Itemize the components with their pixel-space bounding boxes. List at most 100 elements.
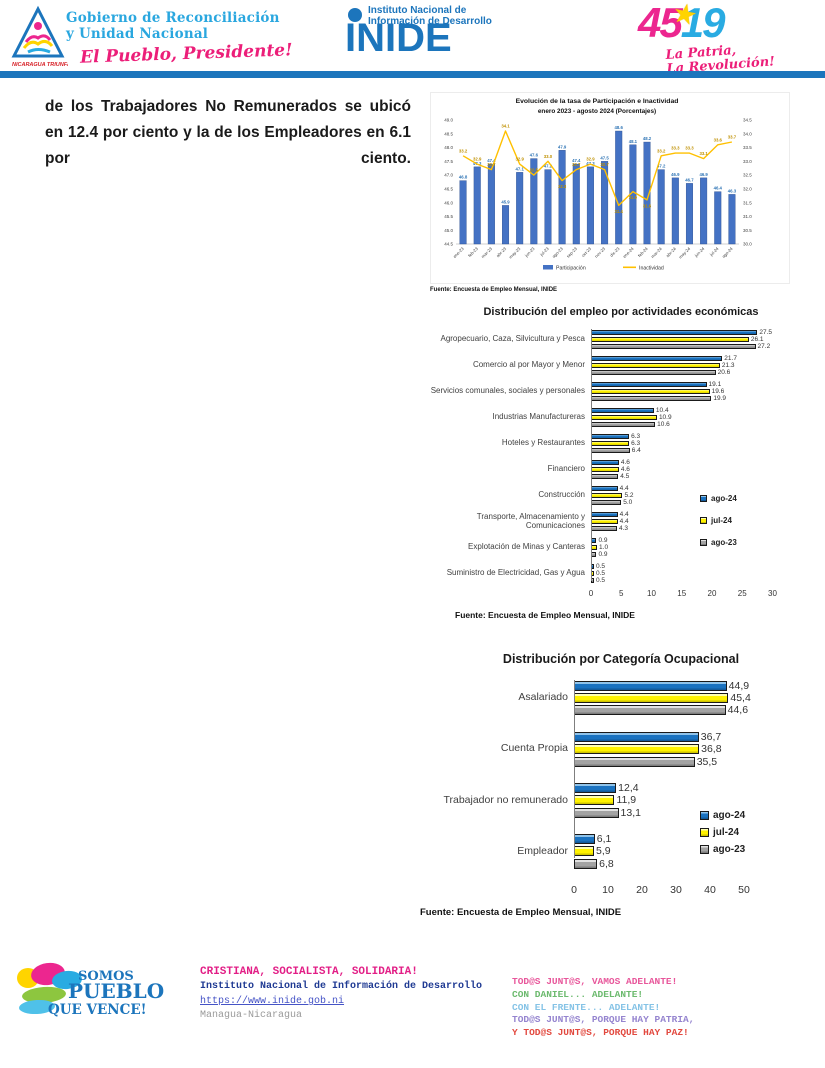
somos-line1: SOMOS	[78, 969, 134, 984]
bar-nov-23	[601, 161, 609, 245]
bar-value: 19.6	[711, 388, 725, 395]
bar-label-may-24: 46.7	[685, 177, 694, 182]
bar-value: 27.2	[757, 343, 771, 350]
bar-jul-24	[591, 362, 720, 369]
chart1-left-tick: 48.0	[444, 145, 453, 150]
bar-label-mar-24: 47.2	[657, 164, 666, 169]
x-tick: 40	[704, 884, 716, 897]
chart-legend: ago-24 jul-24 ago-23	[700, 494, 737, 560]
line-label-ene-24: 31.9	[629, 195, 638, 200]
bar-jul-24	[591, 388, 710, 395]
category-label: Servicios comunales, sociales y personal…	[430, 386, 585, 396]
chart1-x-label: sep-23	[565, 246, 578, 259]
line-label-sep-23: 32.7	[572, 162, 581, 167]
line-label-nov-23: 32.7	[600, 162, 609, 167]
x-tick: 30	[768, 589, 777, 598]
bar-row: 26.1	[591, 336, 822, 343]
bar-value: 21.3	[721, 362, 735, 369]
chart1-x-label: mar-24	[650, 246, 663, 259]
bar-ago-23	[591, 473, 619, 480]
x-tick: 30	[670, 884, 682, 897]
category-group: Servicios comunales, sociales y personal…	[420, 381, 822, 402]
chart1-x-label: ago-24	[721, 246, 734, 259]
chart1-source: Fuente: Encuesta de Empleo Mensual, INID…	[430, 287, 558, 293]
legend-label-ago-23: ago-23	[711, 538, 737, 547]
bar-value: 12,4	[618, 782, 639, 795]
category-group: Transporte, Almacenamiento y Comunicacio…	[420, 511, 822, 532]
bar-value: 6.3	[631, 440, 641, 447]
bar-value: 4.5	[620, 473, 630, 480]
bar-ago-24	[574, 681, 727, 692]
bar-jul-24	[714, 191, 722, 245]
chart1-subtitle: enero 2023 - agosto 2024 (Porcentajes)	[538, 108, 656, 115]
footer-motto: CRISTIANA, SOCIALISTA, SOLIDARIA!	[200, 966, 418, 978]
chart1-canvas: Evolución de la tasa de Participación e …	[444, 98, 752, 271]
bar-row: 27.5	[591, 329, 822, 336]
bar-label-feb-23: 47.3	[473, 161, 482, 166]
bar-value: 27.5	[759, 329, 773, 336]
bar-value: 10.9	[658, 414, 672, 421]
category-group: Industrias Manufactureras 10.4 10.9 10.6	[420, 407, 822, 428]
footer-website-link[interactable]: https://www.inide.gob.ni	[200, 996, 345, 1007]
category-group: Cuenta Propia 36,7 36,8 35,5	[420, 731, 822, 768]
x-tick: 20	[636, 884, 648, 897]
legend-item-ago-23: ago-23	[700, 538, 737, 547]
line-label-abr-23: 34.1	[501, 124, 510, 129]
chart2-title: Distribución del empleo por actividades …	[483, 306, 759, 318]
bar-jun-24	[700, 177, 708, 245]
anniversary-4519-logo: 4519 ★ La Patria, La Revolución!	[638, 0, 808, 77]
legend-label-participacion: Participación	[556, 265, 586, 271]
gobierno-text-block: Gobierno de Reconciliación y Unidad Naci…	[66, 10, 293, 68]
category-bars: 44,9 45,4 44,6	[574, 680, 822, 717]
bar-row: 4.5	[591, 473, 822, 480]
bar-value: 4.4	[619, 485, 629, 492]
bar-value: 4.6	[620, 466, 630, 473]
bar-row: 6.3	[591, 440, 822, 447]
bar-ago-23	[574, 807, 619, 818]
bar-row: 12,4	[574, 782, 822, 794]
bar-ago-24	[574, 783, 617, 794]
line-label-jul-23: 33.0	[544, 154, 553, 159]
inactividad-line	[462, 130, 733, 207]
chart1-left-tick: 46.5	[444, 186, 453, 191]
line-label-may-23: 32.9	[515, 157, 524, 162]
chart-legend: ago-24 jul-24 ago-23	[700, 810, 745, 861]
chart1-right-tick: 31.5	[743, 200, 752, 205]
footer-slogan-line-4: TOD@S JUNT@S, PORQUE HAY PATRIA,	[512, 1014, 695, 1026]
x-tick: 10	[602, 884, 614, 897]
somos-line2: PUEBLO	[68, 979, 164, 1003]
chart1-x-label: mar-23	[480, 246, 493, 259]
category-label: Hoteles y Restaurantes	[501, 438, 585, 448]
bar-jul-23	[544, 169, 552, 245]
category-bars: 27.5 26.1 27.2	[591, 329, 822, 350]
flag-caption: NICARAGUA TRIUNFA!	[12, 62, 68, 68]
bar-ago-24	[591, 355, 723, 362]
bar-row: 4.4	[591, 485, 822, 492]
anniversary-45: 45	[638, 0, 683, 46]
bar-ago-23	[558, 150, 566, 245]
bar-row: 21.7	[591, 355, 822, 362]
bar-label-ene-23: 46.8	[459, 175, 468, 180]
bar-label-jul-24: 46.4	[714, 186, 723, 191]
line-label-ene-23: 33.2	[459, 148, 468, 153]
bar-jul-24	[591, 466, 619, 473]
legend-label-ago-24: ago-24	[711, 494, 737, 503]
bar-value: 0.5	[596, 570, 606, 577]
bar-value: 0.5	[596, 577, 606, 584]
bar-ago-24	[574, 732, 699, 743]
legend-item-ago-24: ago-24	[700, 810, 745, 821]
category-label: Trabajador no remunerado	[443, 793, 568, 806]
line-label-mar-24: 33.2	[657, 148, 666, 153]
line-label-ago-23: 32.3	[558, 184, 567, 189]
bar-value: 10.6	[657, 421, 670, 428]
bar-jul-24	[574, 693, 729, 704]
bar-ago-23	[591, 499, 622, 506]
bar-ago-23	[574, 858, 598, 869]
category-bars: 19.1 19.6 19.9	[591, 381, 822, 402]
chart1-left-tick: 48.5	[444, 131, 453, 136]
chart2-plot: Agropecuario, Caza, Silvicultura y Pesca…	[420, 329, 822, 584]
chart-participacion-inactividad: Evolución de la tasa de Participación e …	[430, 92, 790, 284]
bar-value: 4.6	[620, 459, 630, 466]
bar-value: 36,7	[700, 731, 722, 744]
